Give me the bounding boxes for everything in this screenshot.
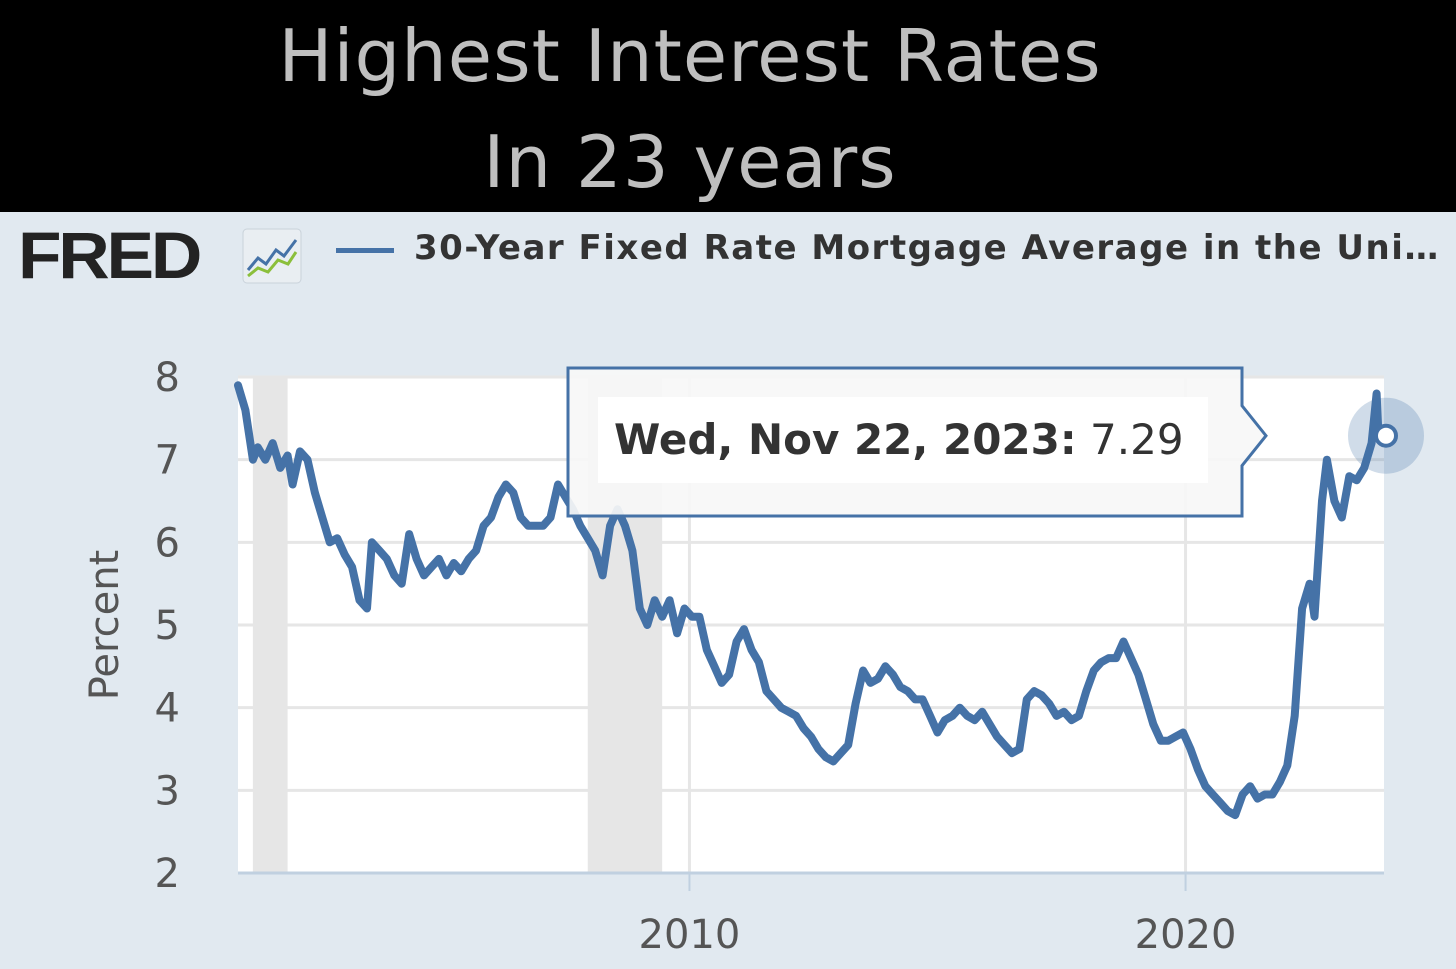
y-tick-label-7: 7	[155, 438, 180, 484]
series-line-1	[234, 381, 1383, 820]
y-tick-label-3: 3	[155, 768, 180, 814]
y-tick-label-5: 5	[155, 603, 180, 649]
tooltip: Wed, Nov 22, 2023: 7.29	[598, 397, 1208, 483]
headline-line-1: Highest Interest Rates	[278, 14, 1102, 98]
y-tick-label-6: 6	[155, 520, 180, 566]
x-tick-label-2020: 2020	[1135, 912, 1237, 958]
legend-series-title[interactable]: 30-Year Fixed Rate Mortgage Average in t…	[414, 228, 1440, 268]
axes: 2 3 4 5 6 7 8 2010 2020	[155, 355, 1384, 958]
series-layer	[234, 381, 1383, 820]
legend-series-swatch	[336, 248, 394, 253]
headline-banner: Highest Interest Rates In 23 years	[0, 0, 1456, 212]
fred-graph-icon	[242, 228, 302, 284]
x-tick-label-2010: 2010	[639, 912, 741, 958]
highlight-point	[1374, 423, 1398, 448]
tooltip-date: Wed, Nov 22, 2023:	[614, 415, 1077, 464]
y-tick-label-2: 2	[155, 851, 180, 897]
headline-line-2: In 23 years	[483, 120, 897, 204]
y-axis-label: Percent	[82, 550, 128, 701]
y-tick-label-8: 8	[155, 355, 180, 401]
tooltip-value: 7.29	[1090, 415, 1184, 464]
fred-logo[interactable]: FRED	[18, 218, 202, 292]
highlight-layer	[1348, 397, 1424, 474]
y-tick-label-4: 4	[155, 686, 180, 732]
